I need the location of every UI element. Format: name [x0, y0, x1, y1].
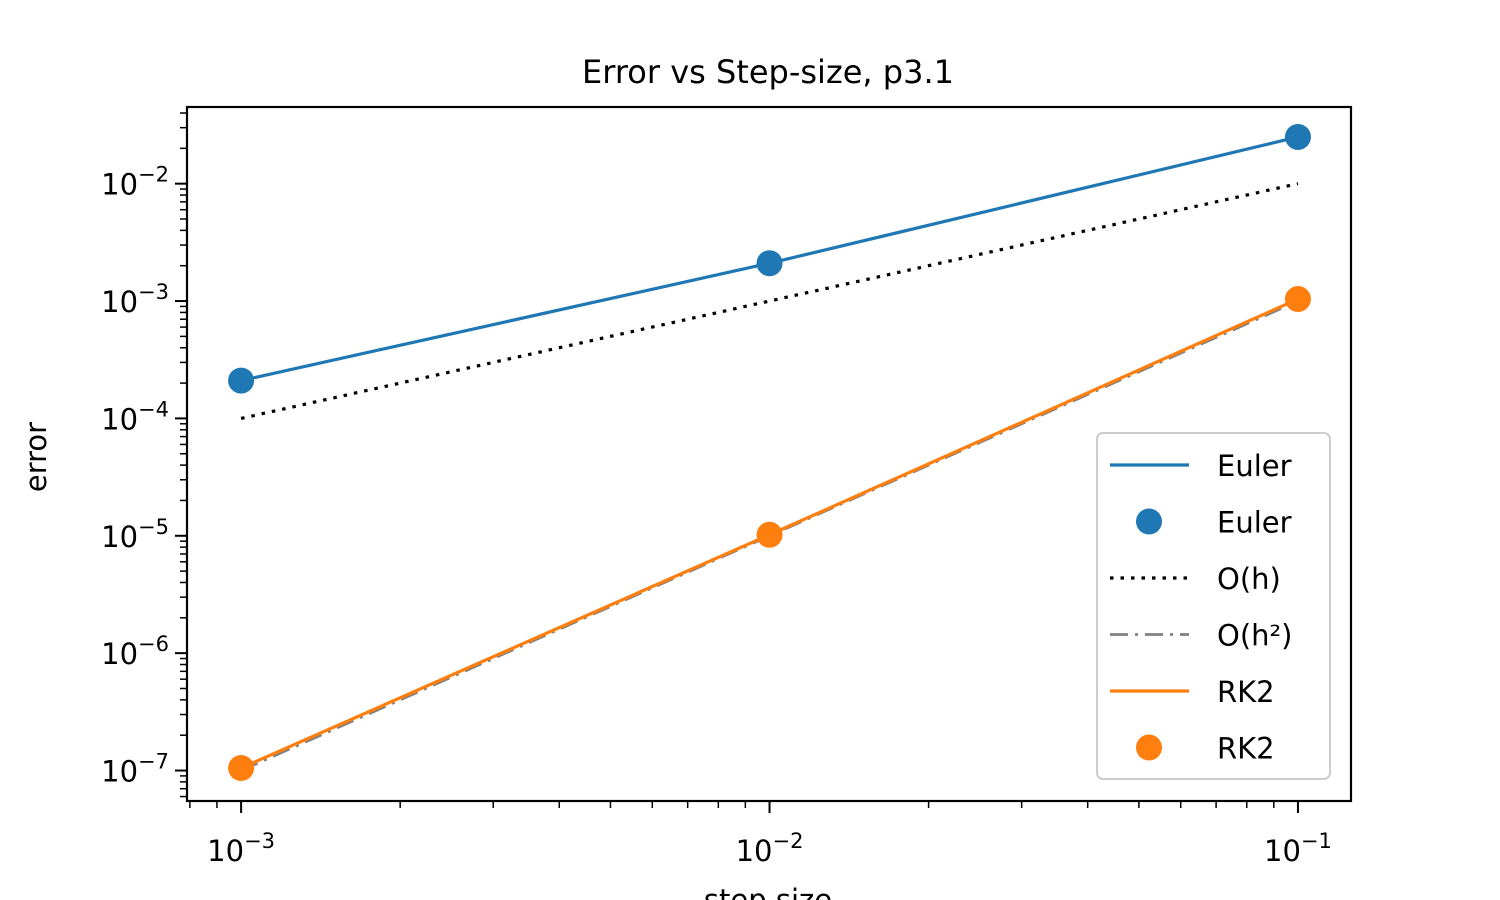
x-axis-label: step size: [704, 883, 832, 900]
x-tick-label: 10−1: [1264, 829, 1332, 868]
minor-ticks: [180, 112, 1275, 808]
data-point-euler: [1284, 123, 1311, 150]
major-ticks: 10−3 10−2 10−1 10−7 10−6 10−5 10−4 10−3 10−2: [101, 163, 1332, 868]
y-tick-label: 10−2: [101, 163, 169, 202]
legend-label: O(h²): [1217, 619, 1292, 653]
data-point-rk2: [1284, 286, 1311, 313]
data-point-rk2: [756, 521, 783, 548]
series-layer: [228, 123, 1311, 782]
legend-label: Euler: [1217, 449, 1292, 483]
chart-title: Error vs Step-size, p3.1: [582, 53, 954, 91]
y-tick-label: 10−4: [101, 397, 169, 436]
legend-label: Euler: [1217, 506, 1292, 540]
plot-frame: [185, 105, 1353, 803]
legend-label: RK2: [1217, 732, 1275, 766]
y-axis-label: error: [19, 422, 53, 492]
y-tick-label: 10−7: [101, 750, 169, 789]
legend-marker: [1136, 734, 1162, 761]
series-line-o-h-: [240, 182, 1299, 420]
legend-box: [1096, 432, 1331, 780]
x-tick-label: 10−3: [207, 829, 275, 868]
data-point-euler: [228, 367, 255, 394]
legend-marker: [1136, 508, 1162, 535]
series-line-o-h-: [240, 299, 1299, 772]
legend-label: RK2: [1217, 675, 1275, 709]
y-tick-label: 10−3: [101, 280, 169, 319]
data-point-rk2: [228, 755, 255, 782]
data-point-euler: [756, 250, 783, 277]
x-tick-label: 10−2: [736, 829, 804, 868]
y-tick-label: 10−6: [101, 632, 169, 671]
legend-label: O(h): [1217, 562, 1281, 596]
legend: Euler Euler O(h) O(h²) RK2 RK2: [1096, 432, 1331, 780]
y-tick-label: 10−5: [101, 515, 169, 554]
